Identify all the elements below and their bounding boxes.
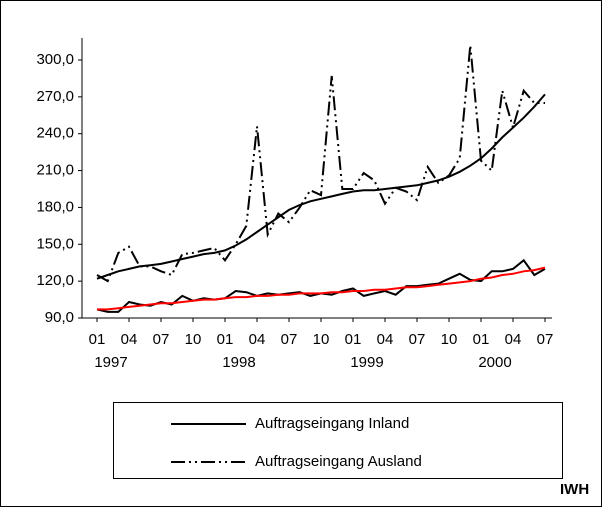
year-label: 2000	[478, 354, 511, 371]
year-label: 1998	[222, 354, 255, 371]
series-line	[96, 45, 545, 283]
x-tick-label: 01	[89, 331, 106, 348]
series-line	[97, 266, 546, 311]
source: IWH	[560, 481, 589, 498]
series-line	[96, 93, 546, 280]
x-tick-label: 04	[377, 331, 394, 348]
y-tick-label: 120,0	[36, 272, 74, 289]
x-tick-label: 10	[185, 331, 202, 348]
legend-label: Auftragseingang Ausland	[255, 453, 422, 470]
y-tick-label: 210,0	[36, 162, 74, 179]
y-tick-label: 240,0	[36, 125, 74, 142]
x-tick-label: 04	[121, 331, 138, 348]
x-tick-label: 07	[409, 331, 426, 348]
x-tick-label: 01	[473, 331, 490, 348]
legend-box	[113, 402, 563, 479]
y-tick-label: 180,0	[36, 198, 74, 215]
y-tick-label: 90,0	[45, 309, 74, 326]
x-tick-label: 04	[249, 331, 266, 348]
y-tick-label: 150,0	[36, 235, 74, 252]
year-label: 1997	[94, 354, 127, 371]
x-tick-label: 01	[217, 331, 234, 348]
x-tick-label: 04	[505, 331, 522, 348]
y-tick-label: 270,0	[36, 88, 74, 105]
x-tick-label: 07	[281, 331, 298, 348]
x-tick-label: 10	[313, 331, 330, 348]
x-tick-label: 07	[537, 331, 554, 348]
x-tick-label: 10	[441, 331, 458, 348]
x-tick-label: 01	[345, 331, 362, 348]
x-tick-label: 07	[153, 331, 170, 348]
year-label: 1999	[350, 354, 383, 371]
legend-label: Auftragseingang Inland	[255, 415, 409, 432]
y-tick-label: 300,0	[36, 51, 74, 68]
